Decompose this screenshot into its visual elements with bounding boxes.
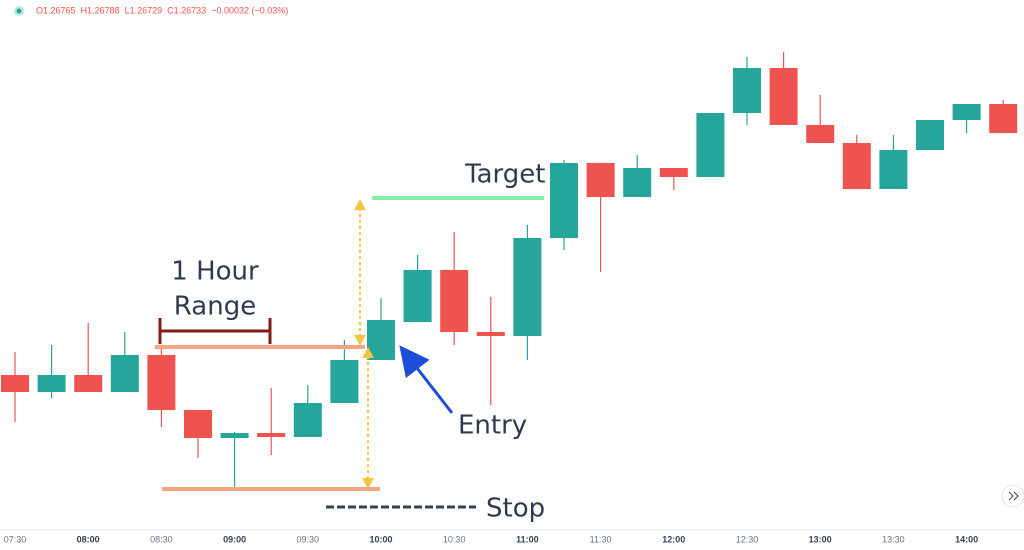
x-tick-label: 10:00 <box>369 534 392 544</box>
range-bracket <box>158 318 272 344</box>
candle-body <box>879 150 908 189</box>
candle-body <box>367 320 395 360</box>
x-tick-label: 07:30 <box>4 534 27 544</box>
entry-label: Entry <box>458 411 527 441</box>
x-tick-label: 09:00 <box>223 534 246 544</box>
ohlc-value: O1.26765 <box>36 5 76 15</box>
x-tick-label: 08:00 <box>77 534 100 544</box>
candle-body <box>147 355 176 410</box>
ohlc-value: L1.26729 <box>125 5 163 15</box>
ohlc-value: −0.00032 (−0.03%) <box>211 5 288 15</box>
candle-body <box>659 168 688 177</box>
candle-body <box>550 163 578 238</box>
x-tick-label: 11:30 <box>590 534 612 544</box>
target-label: Target <box>464 160 545 190</box>
x-tick-label: 13:00 <box>809 534 832 544</box>
x-tick-label: 12:00 <box>662 534 685 544</box>
x-tick-label: 10:30 <box>443 534 466 544</box>
scroll-icon <box>1008 491 1019 501</box>
candle-body <box>110 355 139 392</box>
candle-body <box>476 332 505 336</box>
stop-label: Stop <box>486 494 545 524</box>
candle-body <box>220 433 249 438</box>
candle-body <box>440 270 469 332</box>
candle-body <box>513 238 542 336</box>
candle-body <box>696 113 725 177</box>
candle-body <box>184 410 212 438</box>
ohlc-value: H1.26788 <box>81 5 120 15</box>
candle-body <box>769 68 798 125</box>
candle-body <box>623 168 652 197</box>
candle-body <box>733 68 761 113</box>
x-tick-label: 13:30 <box>882 534 905 544</box>
candle-body <box>403 270 432 322</box>
candle-body <box>330 360 359 403</box>
x-tick-label: 12:30 <box>736 534 759 544</box>
candle-body <box>989 104 1018 133</box>
range-label: Range <box>174 292 256 322</box>
ohlc-header: O1.26765 H1.26788 L1.26729 C1.26733 −0.00032… <box>36 5 288 15</box>
candle-body <box>952 104 981 120</box>
x-tick-label: 11:00 <box>516 534 539 544</box>
candle-body <box>293 403 322 437</box>
candle-body <box>806 125 835 143</box>
candle-body <box>842 143 871 189</box>
candle-body <box>257 433 286 437</box>
candle-body <box>916 120 944 150</box>
candle-body <box>37 375 66 392</box>
range-label: 1 Hour <box>171 257 259 287</box>
x-tick-label: 09:30 <box>297 534 320 544</box>
x-tick-label: 14:00 <box>955 534 978 544</box>
candle-body <box>74 375 103 392</box>
entry-arrow <box>399 345 454 414</box>
candle-body <box>586 163 615 197</box>
candle-body <box>1 375 29 392</box>
x-tick-label: 08:30 <box>150 534 173 544</box>
plot <box>1 52 1018 487</box>
ohlc-value: C1.26733 <box>167 5 206 15</box>
status-dot-core <box>16 8 22 14</box>
